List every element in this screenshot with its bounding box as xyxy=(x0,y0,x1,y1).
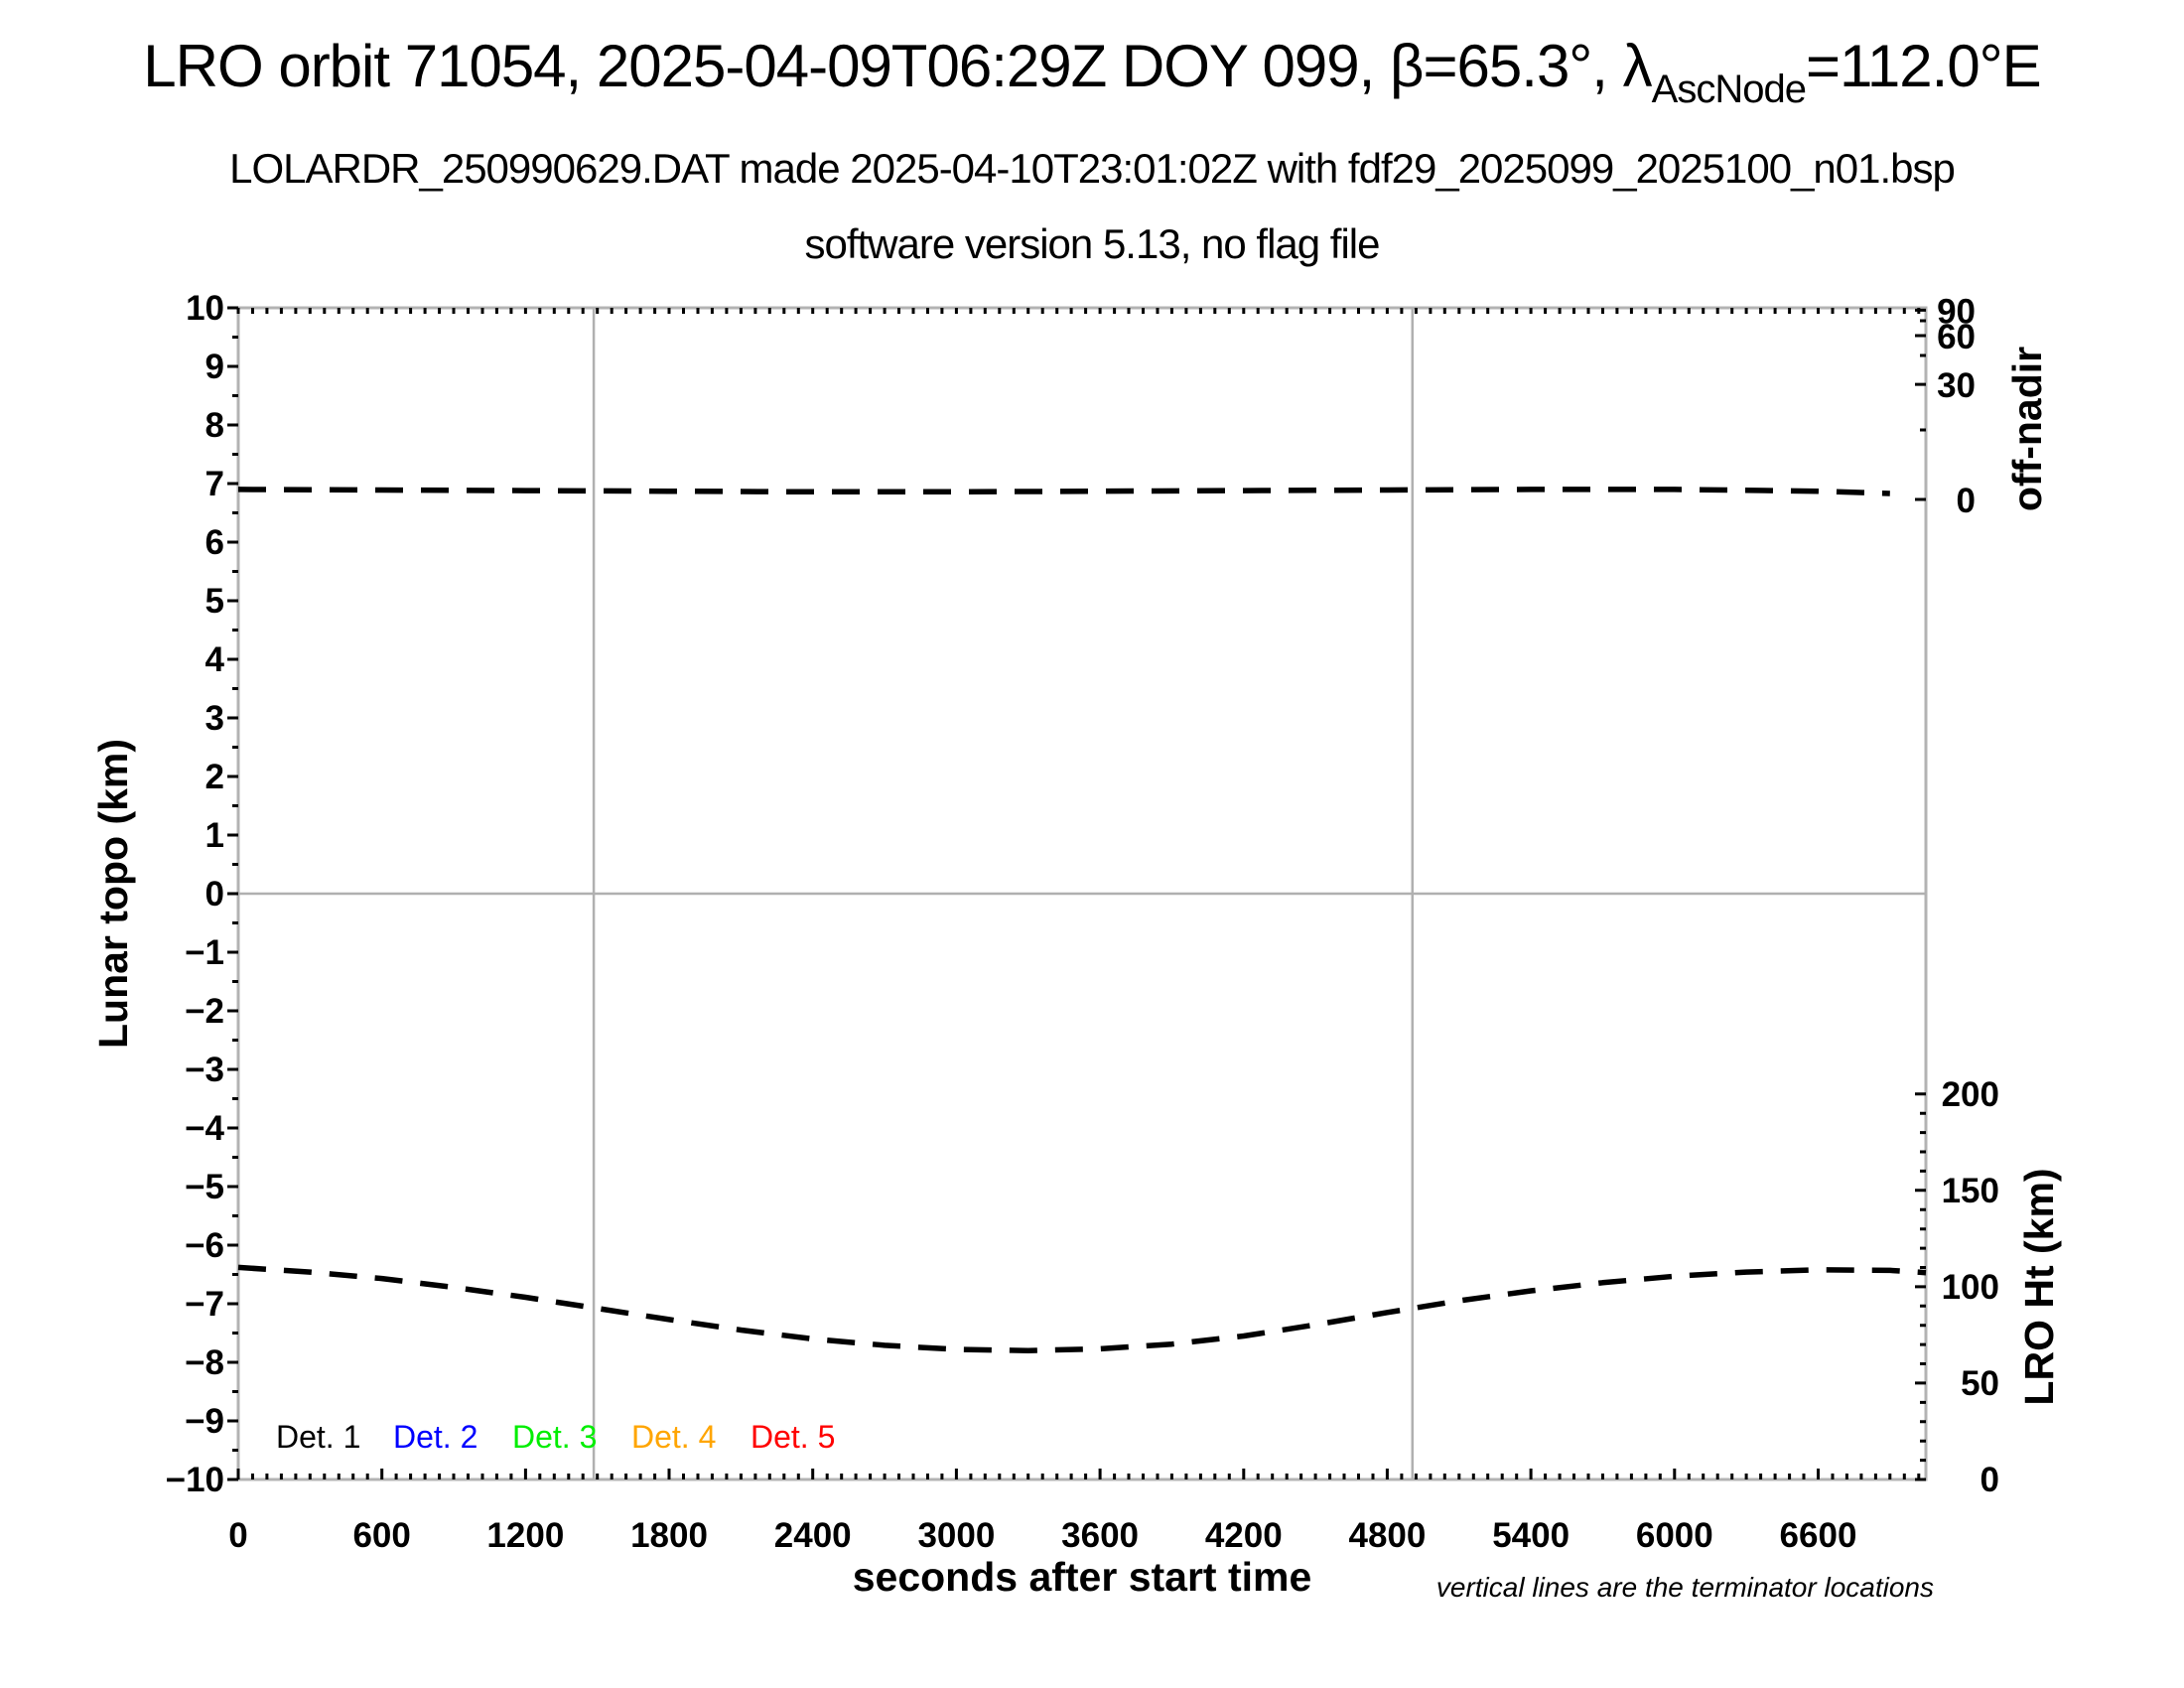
title-suffix: =112.0°E xyxy=(1805,33,2042,99)
y-left-tick-label: 1 xyxy=(205,816,224,855)
y-left-tick-label: 7 xyxy=(205,465,224,503)
y-left-tick-label: 6 xyxy=(205,523,224,562)
legend-item-det-3: Det. 3 xyxy=(512,1419,597,1455)
legend-item-det-2: Det. 2 xyxy=(393,1419,478,1455)
x-tick-label: 5400 xyxy=(1492,1516,1570,1555)
x-tick-label: 4800 xyxy=(1349,1516,1427,1555)
off-nadir-tick-label: 0 xyxy=(1957,482,1976,520)
y-left-tick-label: 2 xyxy=(205,758,224,796)
y-left-tick-label: −9 xyxy=(185,1402,224,1441)
legend: Det. 1 Det. 2 Det. 3 Det. 4 Det. 5 xyxy=(276,1419,835,1455)
y-left-tick-label: −4 xyxy=(185,1109,224,1148)
x-tick-label: 600 xyxy=(352,1516,410,1555)
title-main: LRO orbit 71054, 2025-04-09T06:29Z DOY 0… xyxy=(143,33,1652,99)
y-left-tick-label: 5 xyxy=(205,582,224,621)
x-tick-label: 6600 xyxy=(1780,1516,1857,1555)
data-curves xyxy=(237,487,1927,1353)
y-left-tick-label: 3 xyxy=(205,699,224,738)
lro-ht-tick-label: 150 xyxy=(1942,1172,1999,1210)
lro-height-curve xyxy=(237,1264,1927,1353)
y-left-tick-label: −7 xyxy=(185,1285,224,1324)
x-tick-label: 3000 xyxy=(917,1516,995,1555)
x-tick-label: 0 xyxy=(228,1516,247,1555)
terminator-note: vertical lines are the terminator locati… xyxy=(1436,1572,1934,1603)
legend-item-det-5: Det. 5 xyxy=(751,1419,835,1455)
y-axis-right-top-title: off-nadir xyxy=(2004,347,2050,511)
y-left-tick-label: 8 xyxy=(205,406,224,445)
page-title: LRO orbit 71054, 2025-04-09T06:29Z DOY 0… xyxy=(0,32,2184,112)
legend-item-det-4: Det. 4 xyxy=(631,1419,716,1455)
y-left-tick-label: 0 xyxy=(205,875,224,914)
subtitle-file-line: LOLARDR_250990629.DAT made 2025-04-10T23… xyxy=(229,145,1956,192)
y-left-tick-label: −10 xyxy=(166,1461,224,1499)
off-nadir-curve xyxy=(237,487,1890,496)
y-left-tick-label: 4 xyxy=(205,640,225,679)
off-nadir-tick-label: 60 xyxy=(1937,318,1976,356)
x-tick-label: 6000 xyxy=(1636,1516,1713,1555)
x-tick-label: 3600 xyxy=(1061,1516,1139,1555)
y-left-tick-label: 10 xyxy=(186,289,224,328)
title-subscript: AscNode xyxy=(1651,68,1807,111)
y-axis-left-title: Lunar topo (km) xyxy=(90,739,136,1049)
y-left-tick-label: −1 xyxy=(185,933,224,972)
off-nadir-tick-label: 30 xyxy=(1937,366,1976,405)
lro-ht-tick-label: 100 xyxy=(1942,1268,1999,1307)
off-nadir-tick-label: 90 xyxy=(1937,292,1976,331)
lro-ht-tick-label: 50 xyxy=(1961,1364,1999,1403)
axis-ticks xyxy=(227,306,1926,1481)
tick-labels: 0 600 1200 1800 2400 3000 3600 4200 4800 5400 6000… xyxy=(166,289,1999,1555)
y-left-tick-label: −3 xyxy=(185,1051,224,1089)
lro-ht-tick-label: 0 xyxy=(1980,1461,1999,1499)
x-tick-label: 2400 xyxy=(774,1516,852,1555)
x-tick-label: 1800 xyxy=(630,1516,708,1555)
y-left-tick-label: −5 xyxy=(185,1168,224,1206)
y-left-tick-label: −6 xyxy=(185,1226,224,1265)
lro-ht-tick-label: 200 xyxy=(1942,1075,1999,1114)
legend-item-det-1: Det. 1 xyxy=(276,1419,360,1455)
y-axis-right-bottom-title: LRO Ht (km) xyxy=(2016,1168,2062,1405)
y-left-tick-label: −8 xyxy=(185,1343,224,1382)
x-tick-label: 4200 xyxy=(1205,1516,1283,1555)
tick-marks xyxy=(227,306,1926,1481)
y-left-tick-label: −2 xyxy=(185,992,224,1031)
y-left-tick-label: 9 xyxy=(205,348,224,386)
subtitle-version-line: software version 5.13, no flag file xyxy=(804,220,1380,267)
gridlines xyxy=(238,308,1926,1479)
x-axis-title: seconds after start time xyxy=(853,1554,1312,1600)
x-tick-label: 1200 xyxy=(486,1516,564,1555)
